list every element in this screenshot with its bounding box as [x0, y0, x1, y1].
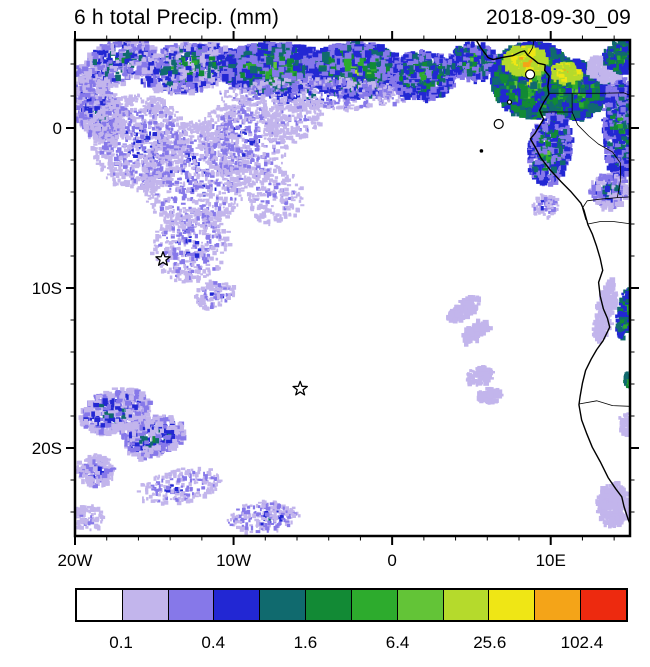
plot-timestamp: 2018-09-30_09: [485, 6, 631, 29]
colorbar-cell: [397, 590, 444, 620]
title-row: 6 h total Precip. (mm) 2018-09-30_09: [74, 6, 631, 30]
colorbar-cell: [535, 590, 582, 620]
plot-title: 6 h total Precip. (mm): [74, 6, 280, 29]
colorbar-cell: [581, 590, 626, 620]
y-axis-tick-label: 10S: [31, 279, 62, 298]
colorbar-cell: [351, 590, 398, 620]
colorbar-tick-label: 25.6: [473, 633, 507, 652]
colorbar-cell: [214, 590, 261, 620]
colorbar-cell: [122, 590, 169, 620]
x-axis-tick-label: 10E: [535, 551, 566, 570]
colorbar-cell: [306, 590, 352, 620]
colorbar-tick-label: 1.6: [293, 633, 318, 652]
x-axis-tick-label: 10W: [216, 551, 252, 570]
colorbar-cell: [489, 590, 536, 620]
colorbar-cell: [260, 590, 307, 620]
x-axis-tick-label: 0: [387, 551, 397, 570]
colorbar-tick-label: 0.1: [109, 633, 133, 652]
colorbar-tick-label: 6.4: [385, 633, 410, 652]
y-axis-tick-label: 0: [52, 119, 62, 138]
colorbar-cell: [77, 590, 123, 620]
colorbar-cell: [168, 590, 215, 620]
y-axis-tick-label: 20S: [31, 439, 62, 458]
colorbar-tick-label: 0.4: [201, 633, 226, 652]
colorbar: [75, 588, 628, 622]
colorbar-tick-label: 102.4: [560, 633, 604, 652]
x-axis-tick-label: 20W: [57, 551, 93, 570]
colorbar-cell: [443, 590, 490, 620]
